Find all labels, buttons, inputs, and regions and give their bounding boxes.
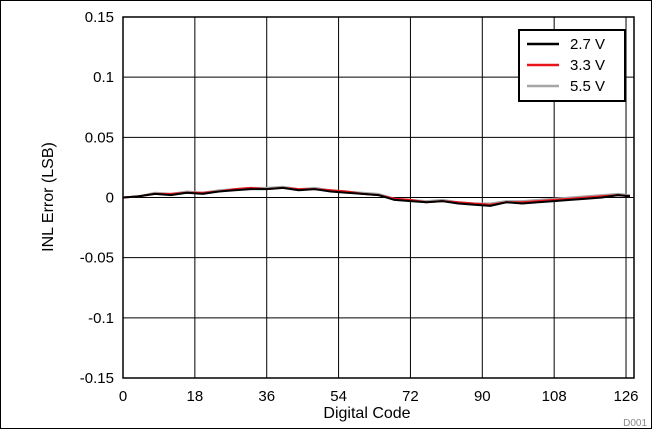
x-axis-title: Digital Code — [323, 405, 410, 422]
y-axis-title: INL Error (LSB) — [40, 142, 57, 252]
x-tick-labels: 0 18 36 54 72 90 108 126 — [119, 388, 639, 405]
x-tick-label: 54 — [330, 388, 347, 405]
y-tick-label: -0.05 — [80, 250, 114, 267]
x-tick-label: 0 — [119, 388, 127, 405]
legend-label: 2.7 V — [570, 36, 605, 53]
y-tick-label: 0.05 — [85, 129, 114, 146]
x-tick-label: 18 — [187, 388, 204, 405]
y-tick-label: -0.15 — [80, 370, 114, 387]
legend-label: 3.3 V — [570, 57, 605, 74]
y-tick-label: 0.1 — [93, 69, 114, 86]
figure-id: D001 — [623, 418, 647, 429]
x-tick-label: 108 — [542, 388, 567, 405]
legend: 2.7 V 3.3 V 5.5 V — [518, 29, 626, 102]
plot-frame — [122, 16, 635, 379]
x-tick-label: 90 — [474, 388, 491, 405]
series-layer — [122, 185, 631, 207]
y-tick-labels: -0.15 -0.1 -0.05 0 0.05 0.1 0.15 — [80, 9, 114, 387]
y-tick-label: 0 — [106, 190, 114, 207]
y-tick-label: -0.1 — [88, 310, 114, 327]
y-tick-label: 0.15 — [85, 9, 114, 26]
series-line — [122, 186, 631, 207]
x-tick-label: 126 — [614, 388, 639, 405]
x-tick-label: 36 — [258, 388, 275, 405]
legend-label: 5.5 V — [570, 78, 605, 95]
x-tick-label: 72 — [402, 388, 419, 405]
